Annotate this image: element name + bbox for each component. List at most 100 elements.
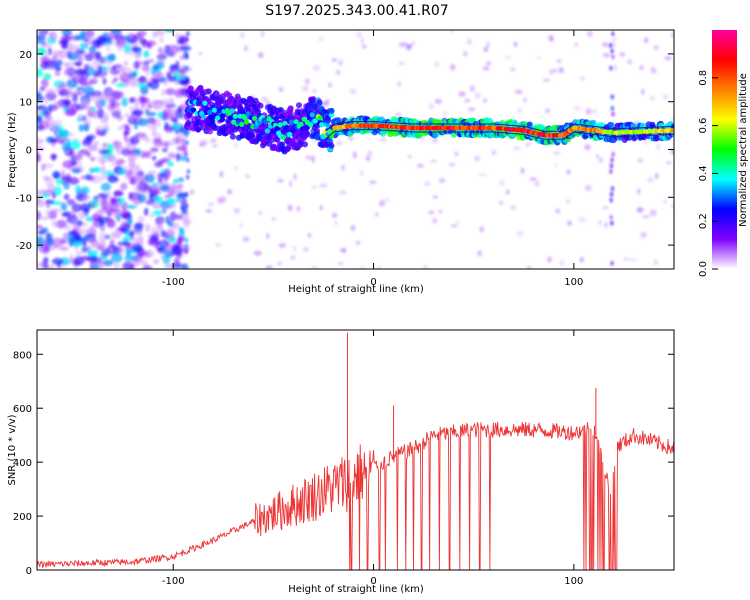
noise-blob [37,146,46,151]
noise-blob [219,171,224,178]
noise-blob [520,167,525,174]
noise-blob [278,243,287,248]
snr-panel: -100 0 100 0 200 400 600 800 Height of straight… [7,329,675,595]
noise-blob [116,44,124,52]
noise-blob [60,169,66,177]
noise-blob [579,256,584,263]
ridge-halo [304,131,311,138]
noise-blob [61,211,68,217]
streak-blob [185,128,189,134]
noise-blob [92,71,100,78]
noise-blob [486,61,492,66]
noise-blob [311,89,318,93]
ridge-core [200,113,206,119]
noise-blob [479,226,485,233]
streak-blob [609,214,613,220]
noise-blob [107,174,118,184]
ridge-core [219,113,226,119]
noise-blob [574,42,579,47]
noise-blob [128,217,133,226]
noise-blob [244,174,251,179]
noise-blob [109,68,121,75]
ridge-core [293,119,299,125]
noise-blob [94,51,99,60]
noise-blob [177,185,183,193]
noise-blob [126,204,138,209]
noise-blob [239,222,243,229]
noise-blob [128,97,137,103]
noise-blob [78,149,89,156]
noise-blob [554,163,558,168]
noise-blob [83,64,92,71]
streak-blob [609,65,613,71]
noise-blob [78,211,86,219]
noise-blob [534,181,540,187]
noise-blob [376,265,382,269]
noise-blob [84,30,95,39]
noise-blob [367,150,373,156]
figure-title: S197.2025.343.00.41.R07 [265,3,448,19]
noise-blob [59,89,70,97]
noise-blob [176,239,183,249]
noise-blob [40,261,47,269]
streak-blob [186,169,190,174]
noise-blob [147,238,156,246]
streak-blob [611,151,615,157]
noise-blob [556,59,562,64]
noise-blob [253,250,262,256]
spectrogram-noise [37,30,674,269]
noise-blob [155,61,165,69]
ridge-halo [391,117,397,124]
noise-blob [266,233,270,239]
noise-blob [636,188,641,195]
ridge-halo [512,120,519,127]
noise-blob [397,81,402,87]
noise-blob [83,86,95,96]
noise-blob [158,47,164,55]
noise-blob [91,93,101,103]
ridge-halo [245,106,252,113]
noise-blob [68,132,74,138]
noise-blob [233,207,241,214]
noise-blob [304,155,313,160]
noise-blob [318,36,324,42]
noise-blob [655,172,659,180]
streak-blob [609,169,613,174]
noise-blob [513,41,518,48]
noise-blob [619,52,626,57]
noise-blob [553,151,561,155]
ridge-halo [274,136,281,143]
noise-blob [383,198,390,203]
noise-blob [61,39,68,49]
noise-blob [549,69,554,75]
noise-blob [208,202,215,207]
noise-blob [622,256,630,262]
noise-blob [37,224,43,230]
noise-blob [450,224,458,228]
spectrogram-content [37,30,674,269]
noise-blob [82,37,89,42]
noise-blob [106,46,111,52]
noise-blob [234,166,238,172]
streak-blob [186,174,190,180]
noise-blob [91,39,103,49]
snr-ytick-label: 400 [13,458,32,469]
noise-blob [338,262,344,266]
noise-blob [360,265,366,269]
noise-blob [595,155,600,158]
noise-blob [66,198,76,206]
noise-blob [637,158,644,163]
noise-blob [123,43,132,53]
noise-blob [352,151,357,159]
noise-blob [400,42,408,47]
noise-blob [72,93,78,103]
noise-blob [96,197,108,203]
noise-blob [179,155,187,161]
noise-blob [128,192,134,201]
noise-blob [258,52,264,59]
noise-blob [205,209,213,213]
noise-blob [122,236,131,243]
noise-blob [89,262,95,269]
